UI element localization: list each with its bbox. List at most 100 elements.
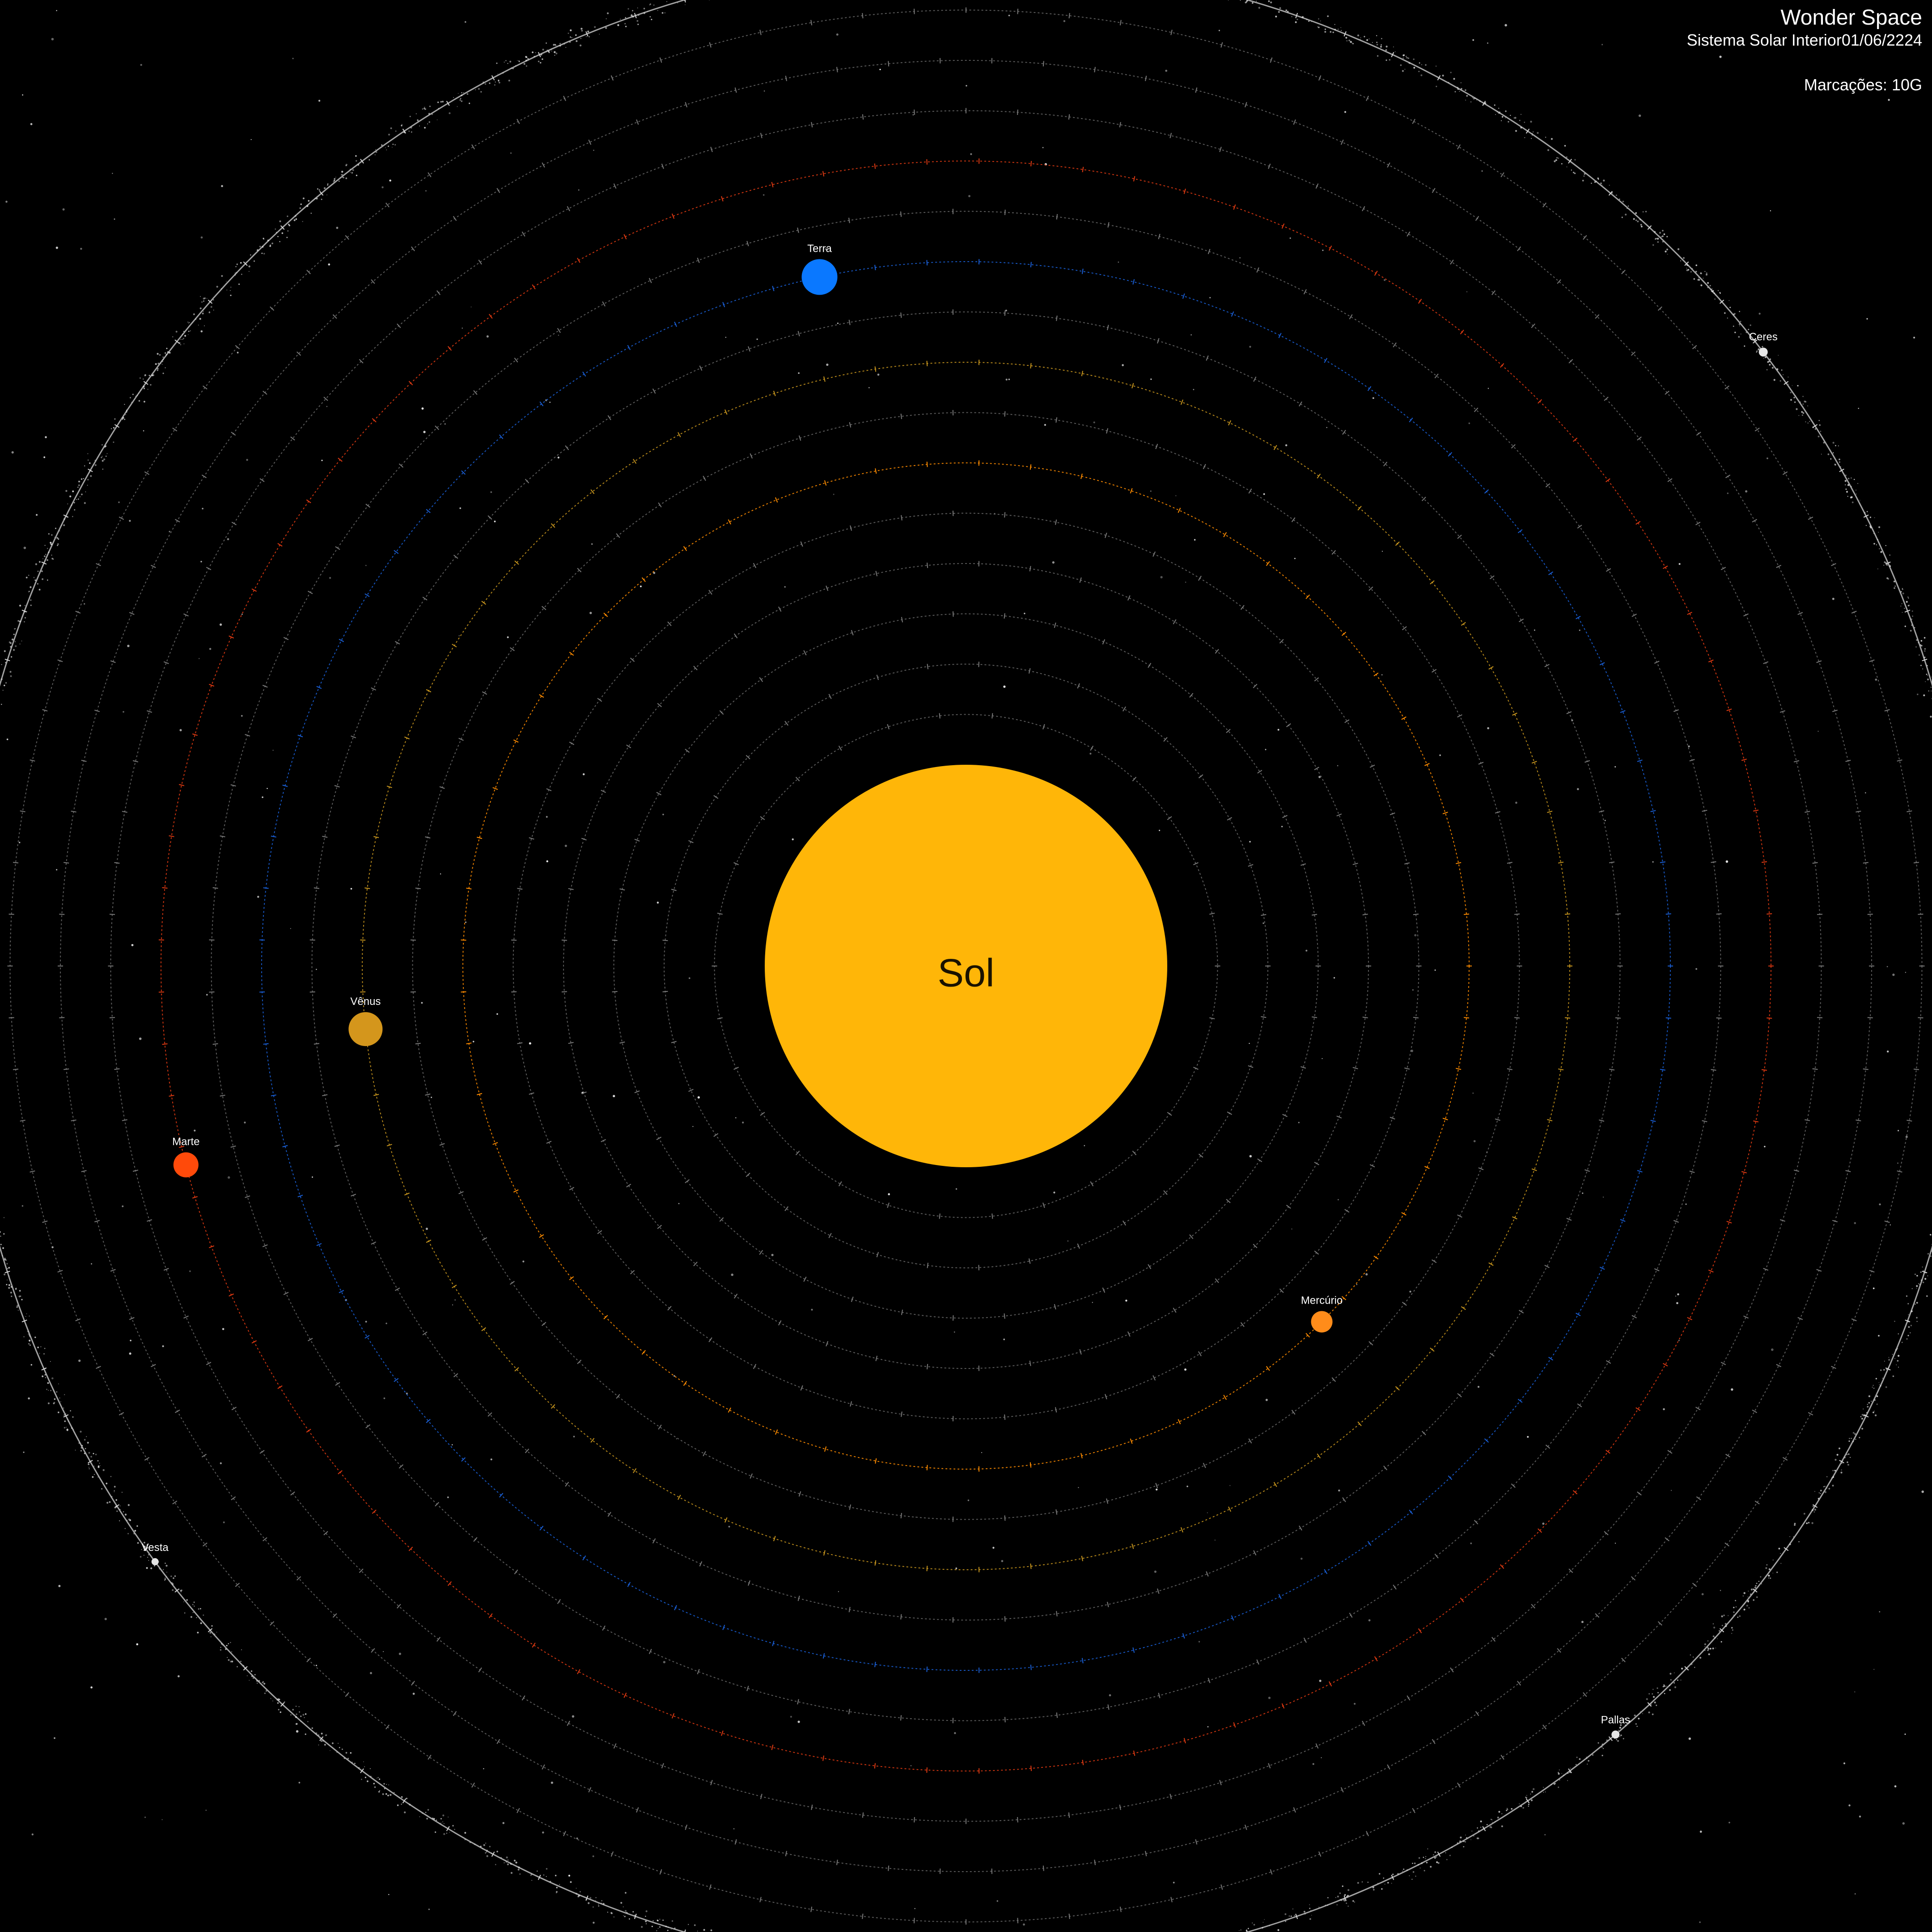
tick-mark — [1362, 1017, 1368, 1018]
tick-mark — [875, 571, 878, 576]
body-vesta[interactable]: Vesta — [142, 1542, 169, 1565]
asteroid-dot — [228, 1659, 230, 1661]
asteroid-dot — [1883, 564, 1885, 566]
tick-mark — [1608, 1736, 1613, 1741]
tick-mark — [1293, 119, 1296, 125]
tick-mark — [1119, 1907, 1122, 1912]
tick-mark — [371, 279, 375, 284]
tick-mark — [471, 1782, 475, 1788]
tick-mark — [202, 1542, 208, 1546]
star — [879, 68, 881, 71]
asteroid-dot — [87, 1441, 89, 1444]
tick-mark — [1081, 268, 1084, 274]
tick-mark — [425, 836, 431, 839]
asteroid-dot — [1742, 1595, 1744, 1597]
asteroid-dot — [1884, 1360, 1885, 1362]
asteroid-dot — [1558, 1773, 1560, 1775]
tick-mark — [1776, 565, 1782, 568]
asteroid-dot — [250, 1670, 253, 1672]
tick-mark — [1851, 610, 1857, 614]
star — [1699, 1830, 1702, 1833]
asteroid-dot — [1308, 20, 1310, 22]
asteroid-dot — [1771, 367, 1774, 369]
asteroid-dot — [1335, 1897, 1336, 1898]
asteroid-dot — [1916, 1317, 1918, 1319]
tick-mark — [1227, 817, 1232, 821]
star — [1602, 44, 1603, 46]
asteroid-dot — [136, 1525, 138, 1527]
asteroid-dot — [351, 172, 353, 174]
asteroid-dot — [1747, 1601, 1749, 1603]
tick-mark — [42, 1220, 48, 1223]
star — [1468, 422, 1470, 424]
star — [459, 507, 462, 509]
tick-mark — [1621, 270, 1626, 275]
tick-mark — [1368, 1341, 1373, 1346]
asteroid-dot — [1867, 1404, 1868, 1405]
asteroid-dot — [17, 1309, 19, 1311]
tick-mark — [1752, 339, 1758, 344]
asteroid-dot — [263, 1682, 266, 1685]
asteroid-dot — [1450, 72, 1452, 73]
asteroid-dot — [188, 334, 189, 335]
tick-mark — [488, 1613, 493, 1618]
tick-mark — [71, 1119, 76, 1122]
body-venus[interactable]: Vênus — [348, 996, 383, 1046]
asteroid-dot — [1654, 238, 1656, 240]
body-pallas[interactable]: Pallas — [1601, 1714, 1630, 1739]
asteroid-dot — [183, 343, 185, 344]
asteroid-dot — [1652, 1696, 1655, 1698]
tick-mark — [453, 555, 458, 559]
asteroid-dot — [48, 1390, 49, 1391]
asteroid-dot — [9, 642, 12, 644]
asteroid-dot — [162, 373, 164, 374]
asteroid-dot — [1453, 78, 1455, 80]
asteroid-dot — [1413, 58, 1415, 60]
star — [888, 1193, 890, 1195]
asteroid-dot — [21, 1299, 22, 1301]
tick-mark — [1291, 1410, 1296, 1415]
body-mercurio[interactable]: Mercúrio — [1301, 1295, 1343, 1333]
asteroid-dot — [1855, 1439, 1856, 1440]
asteroid-dot — [338, 180, 340, 182]
asteroid-dot — [1910, 630, 1912, 632]
tick-mark — [577, 258, 580, 263]
tick-mark — [1344, 1209, 1350, 1213]
tick-mark — [435, 425, 440, 430]
asteroid-dot — [240, 1661, 242, 1662]
asteroid-dot — [102, 1469, 105, 1471]
asteroid-dot — [170, 1575, 172, 1577]
tick-mark — [332, 314, 337, 319]
tick-mark — [1558, 861, 1564, 864]
tick-mark — [458, 737, 464, 741]
tick-mark — [1004, 613, 1005, 619]
body-marte[interactable]: Marte — [172, 1136, 199, 1178]
asteroid-dot — [581, 30, 583, 32]
asteroid-dot — [101, 444, 103, 446]
tick-mark — [119, 1412, 124, 1415]
tick-mark — [1475, 216, 1479, 221]
asteroid-dot — [33, 576, 35, 578]
body-ceres[interactable]: Ceres — [1749, 331, 1778, 357]
tick-mark — [685, 1179, 690, 1183]
asteroid-dot — [538, 60, 540, 63]
tick-mark — [478, 259, 482, 265]
body-terra[interactable]: Terra — [801, 242, 838, 295]
star — [1193, 389, 1195, 390]
tick-mark — [1461, 622, 1466, 626]
asteroid-dot — [37, 1347, 39, 1348]
star — [790, 1716, 792, 1718]
asteroid-dot — [1908, 597, 1909, 599]
tick-mark — [914, 1918, 915, 1924]
asteroid-dot — [64, 1427, 66, 1429]
tick-mark — [1383, 462, 1388, 466]
asteroid-dot — [53, 1402, 55, 1404]
sun[interactable]: Sol — [765, 765, 1167, 1167]
tick-mark — [319, 1736, 324, 1741]
asteroid-dot — [24, 605, 26, 606]
asteroid-dot — [1652, 1689, 1654, 1690]
asteroid-dot — [1794, 1524, 1796, 1526]
asteroid-dot — [1648, 1693, 1650, 1695]
asteroid-dot — [1814, 1491, 1815, 1492]
